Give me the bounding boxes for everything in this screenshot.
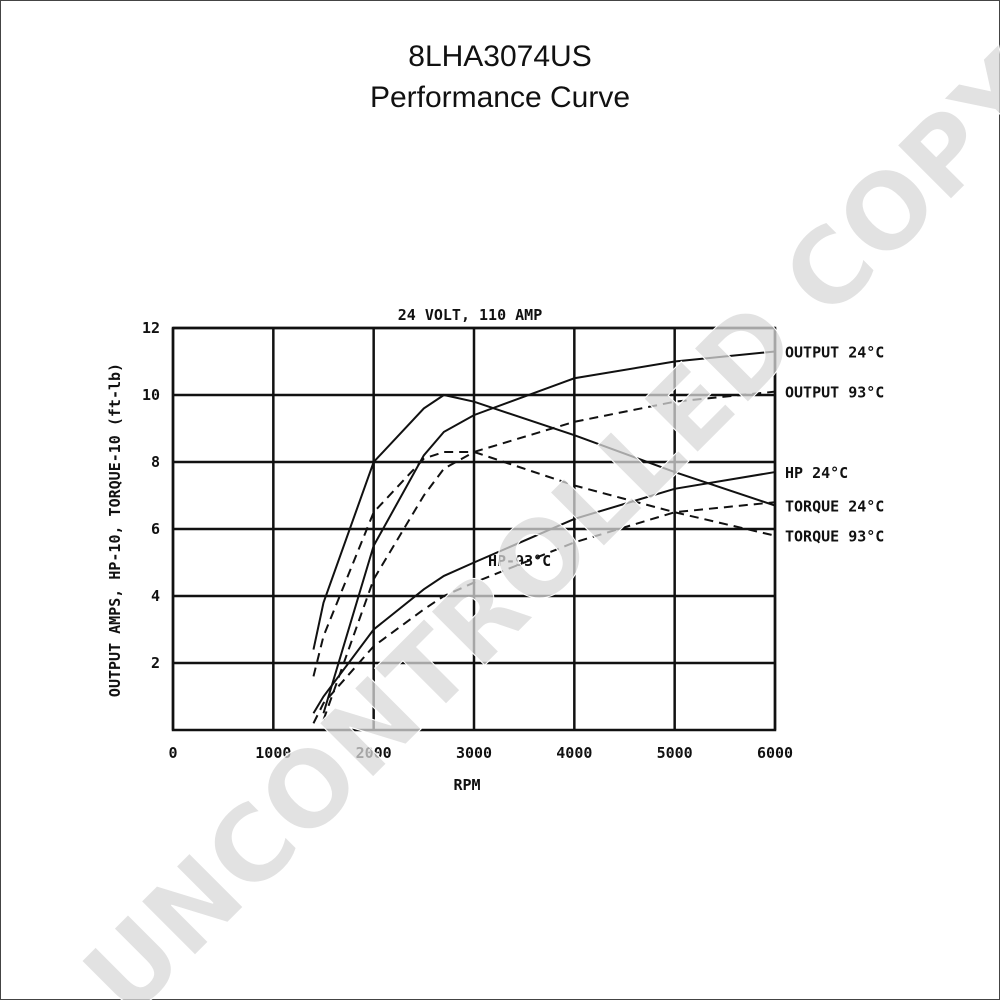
y-axis-label: OUTPUT AMPS, HP-10, TORQUE-10 (ft-lb) (106, 363, 124, 697)
y-tick-label: 8 (151, 453, 160, 471)
y-tick-label: 12 (142, 319, 160, 337)
y-tick-label: 4 (151, 587, 160, 605)
series-label: OUTPUT 93°C (785, 384, 884, 402)
series-label: TORQUE 24°C (785, 498, 884, 516)
y-tick-label: 2 (151, 654, 160, 672)
y-tick-label: 6 (151, 520, 160, 538)
series-label: TORQUE 93°C (785, 528, 884, 546)
x-tick-label: 1000 (255, 744, 291, 762)
title: 8LHA3074US (408, 40, 591, 73)
series-line (312, 393, 776, 650)
series-line (322, 390, 776, 721)
x-tick-label: 0 (168, 744, 177, 762)
x-tick-label: 4000 (556, 744, 592, 762)
x-tick-label: 3000 (456, 744, 492, 762)
annotation: HP-93°C (488, 552, 551, 570)
series-label: HP 24°C (785, 464, 848, 482)
series-line (312, 471, 776, 714)
x-tick-label: 5000 (657, 744, 693, 762)
chart-label: 24 VOLT, 110 AMP (398, 306, 543, 324)
x-tick-label: 2000 (356, 744, 392, 762)
series-line (312, 501, 776, 724)
series-label: OUTPUT 24°C (785, 343, 884, 361)
subtitle: Performance Curve (370, 81, 630, 114)
x-axis-label: RPM (453, 776, 480, 794)
series-line (322, 350, 776, 714)
y-tick-label: 10 (142, 386, 160, 404)
x-tick-label: 6000 (757, 744, 793, 762)
